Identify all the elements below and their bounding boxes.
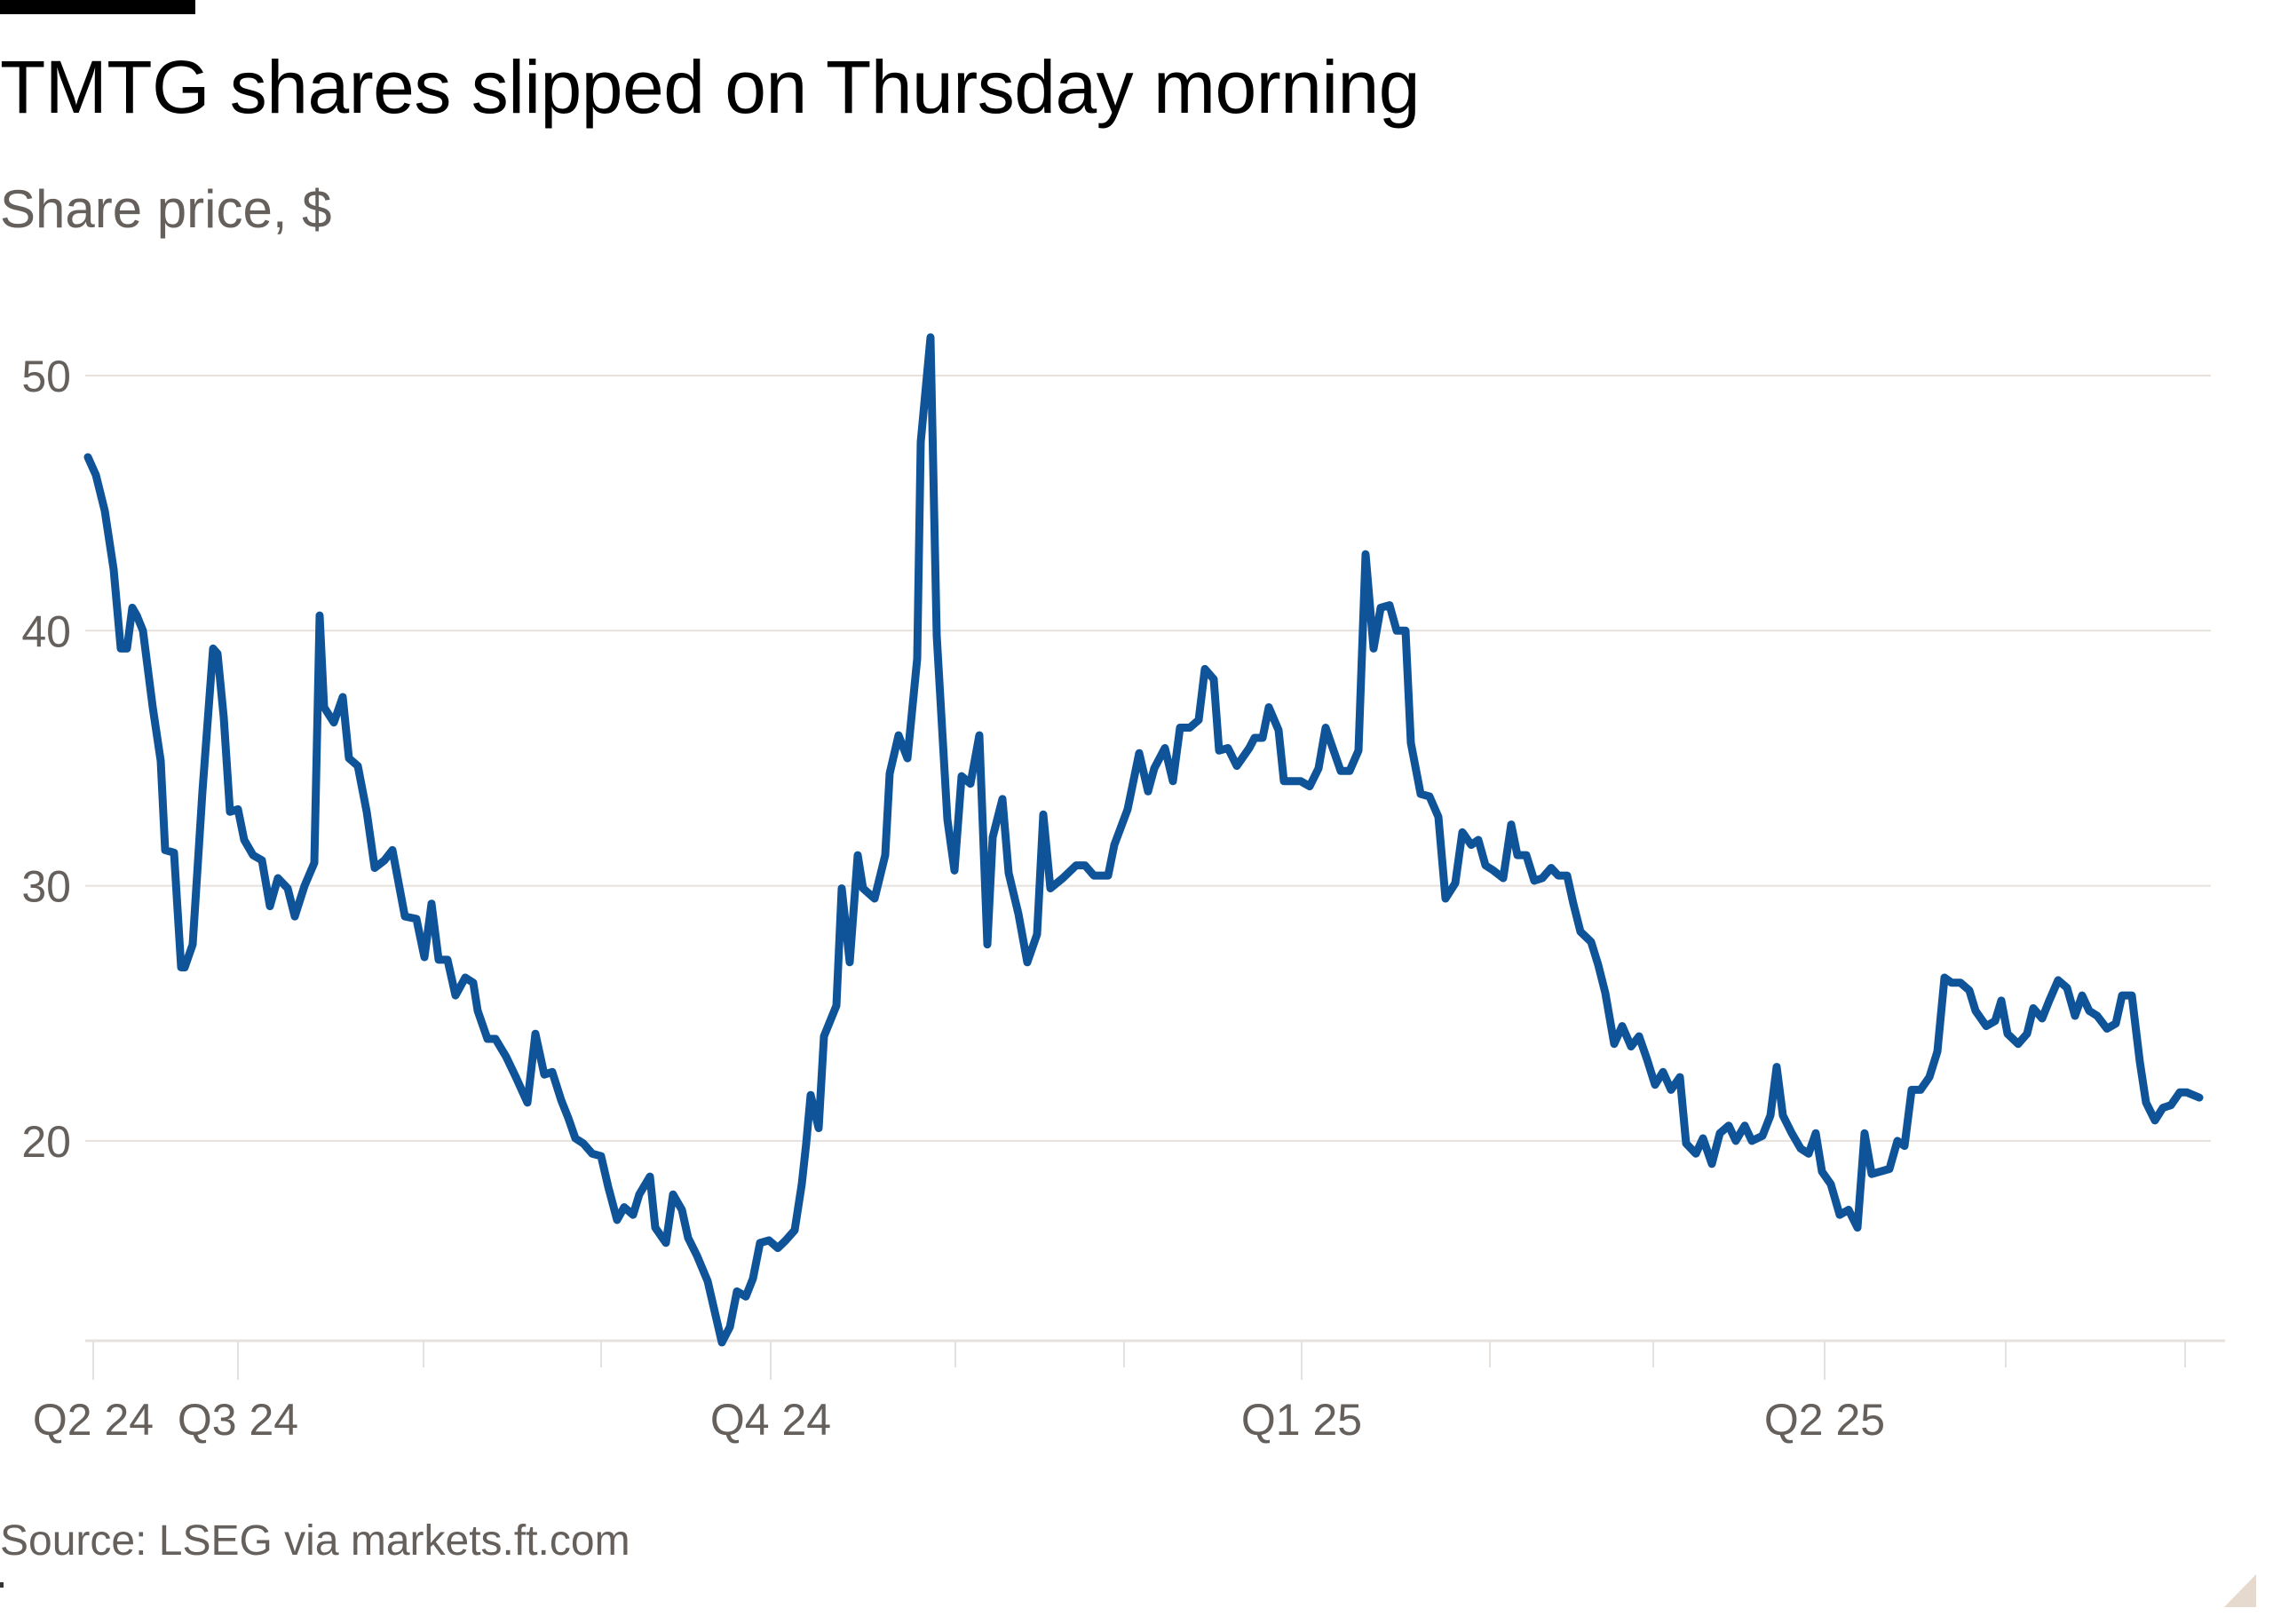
y-axis-labels: 20 30 40 50	[21, 352, 71, 1167]
y-tick-label: 40	[21, 606, 71, 656]
corner-accent-triangle	[2224, 1574, 2256, 1607]
chart-title: TMTG shares slipped on Thursday morning	[0, 45, 1420, 129]
y-gridlines	[85, 375, 2211, 1142]
x-tick-label: Q1 25	[1241, 1395, 1362, 1445]
brand-top-bar	[0, 0, 195, 14]
x-axis	[85, 1339, 2225, 1380]
share-price-line	[83, 333, 2204, 1347]
corner-mark	[0, 1582, 4, 1588]
x-axis-labels: Q2 24 Q3 24 Q4 24 Q1 25 Q2 25	[33, 1395, 1885, 1445]
y-tick-label: 50	[21, 352, 71, 401]
y-tick-label: 30	[21, 862, 71, 912]
x-tick-label: Q2 25	[1764, 1395, 1885, 1445]
chart-subtitle: Share price, $	[0, 179, 332, 239]
y-tick-label: 20	[21, 1117, 71, 1167]
source-note: Source: LSEG via markets.ft.com	[0, 1517, 630, 1565]
x-tick-label: Q4 24	[710, 1395, 831, 1445]
x-tick-label: Q2 24	[33, 1395, 154, 1445]
x-tick-label: Q3 24	[178, 1395, 298, 1445]
